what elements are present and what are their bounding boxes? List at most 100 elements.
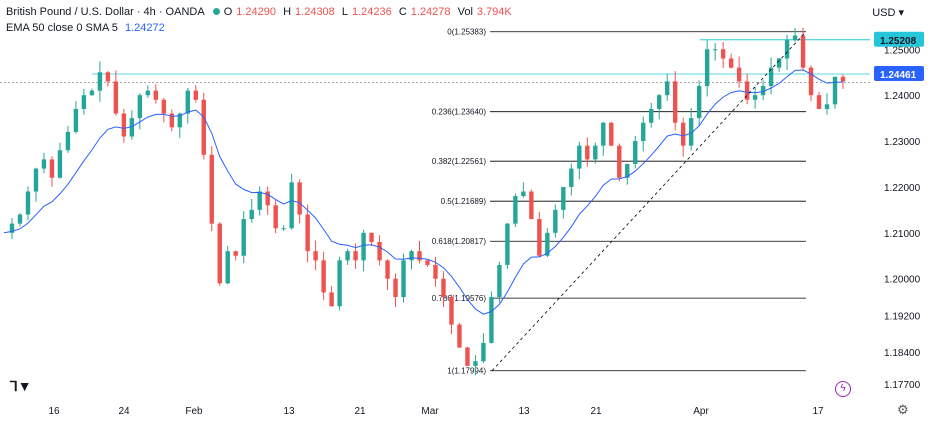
candle-body	[816, 95, 822, 109]
candle-body	[593, 145, 598, 160]
candle-body	[641, 122, 646, 142]
candle-body	[289, 182, 294, 229]
time-tick-label: Mar	[421, 406, 439, 417]
price-tick-label: 1.24000	[884, 91, 921, 102]
candle-body	[489, 297, 494, 343]
high-value: 1.24308	[295, 6, 335, 18]
candle-body	[617, 145, 622, 178]
candle-body	[696, 86, 702, 119]
currency-label: USD	[872, 7, 896, 19]
gear-icon[interactable]: ⚙	[897, 402, 909, 417]
indicator-legend[interactable]: EMA 50 close 0 SMA 5 1.24272	[6, 22, 169, 34]
high-label: H	[283, 6, 292, 18]
candle-body	[497, 264, 502, 298]
open-label: O	[223, 6, 233, 18]
candle-body	[89, 90, 95, 96]
candle-body	[425, 260, 430, 265]
candle-body	[361, 232, 366, 261]
candle-body	[649, 108, 654, 123]
candle-body	[17, 214, 23, 224]
candle-body	[633, 141, 638, 164]
candle-body	[505, 223, 510, 265]
price-tick-label: 1.17700	[884, 380, 921, 391]
fib-trendline	[491, 31, 807, 372]
candle-body	[457, 324, 462, 348]
candle-body	[529, 191, 534, 220]
candle-body	[193, 90, 198, 100]
candle-body	[577, 145, 582, 169]
candle-body	[625, 164, 630, 178]
candle-body	[369, 232, 374, 242]
candle-body	[313, 251, 318, 261]
candle-body	[33, 168, 39, 192]
fib-level-label: 1(1.17994)	[447, 367, 486, 376]
candle-body	[249, 209, 254, 220]
candle-body	[265, 191, 270, 206]
candle-body	[521, 191, 526, 197]
candle-body	[57, 150, 63, 178]
candle-body	[657, 95, 662, 109]
candle-body	[712, 49, 718, 51]
low-value: 1.24236	[351, 6, 392, 18]
tradingview-logo-icon[interactable]: ⅂▼	[10, 378, 32, 394]
candle-body	[281, 228, 286, 230]
candle-body	[601, 122, 606, 146]
candle-body	[417, 251, 422, 261]
time-tick-label: 24	[118, 406, 130, 417]
candle-body	[465, 347, 470, 366]
candle-body	[768, 67, 774, 86]
candle-body	[329, 292, 334, 307]
candle-body	[145, 90, 151, 96]
candle-body	[81, 95, 87, 109]
candle-body	[225, 251, 230, 284]
candle-body	[297, 182, 302, 215]
candle-body	[137, 95, 143, 119]
indicator-label: EMA 50 close 0 SMA 5	[6, 22, 118, 34]
candle-body	[257, 191, 262, 210]
ema-line	[3, 69, 844, 315]
candle-body	[776, 58, 782, 68]
market-status-icon	[212, 8, 220, 15]
ema-50-line	[3, 69, 844, 315]
candle-body	[537, 219, 542, 256]
candle-body	[792, 35, 798, 41]
price-tick-label: 1.22000	[884, 183, 921, 194]
fib-level-label: 0.236(1.23640)	[432, 108, 487, 117]
candle-body	[808, 67, 814, 96]
candle-body	[73, 108, 79, 132]
candle-body	[585, 145, 590, 160]
symbol-legend: British Pound / U.S. Dollar · 4h · OANDA…	[6, 6, 516, 18]
time-tick-label: 13	[283, 406, 295, 417]
candle-body	[784, 40, 790, 59]
candle-body	[449, 297, 454, 325]
candle-body	[49, 159, 55, 178]
price-badge-label: 1.24461	[880, 70, 917, 81]
lightning-icon[interactable]: ϟ	[835, 381, 851, 397]
currency-dropdown[interactable]: USD ▾	[872, 7, 904, 19]
low-label: L	[341, 6, 348, 18]
candle-body	[673, 81, 678, 123]
candle-body	[337, 260, 342, 307]
candle-body	[321, 260, 326, 293]
fib-level-label: 0.786(1.19576)	[432, 294, 487, 303]
candle-body	[241, 219, 246, 256]
candle-body	[609, 122, 614, 146]
price-tick-label: 1.20000	[884, 275, 921, 286]
candle-body	[377, 242, 382, 261]
candle-body	[305, 214, 310, 252]
candle-body	[217, 223, 222, 284]
candle-body	[113, 81, 119, 114]
indicator-value: 1.24272	[124, 22, 165, 34]
candle-body	[680, 122, 686, 146]
time-tick-label: Apr	[693, 406, 709, 417]
candle-body	[569, 168, 574, 187]
price-badge	[874, 31, 924, 47]
price-axis[interactable]: 1.25000 1.24000 1.23000 1.22000 1.21000 1.200…	[874, 31, 924, 391]
candle-body	[665, 81, 670, 96]
candle-body	[9, 223, 15, 233]
time-axis[interactable]: 16 24 Feb 13 21 Mar 13 21 Apr 17	[48, 406, 824, 417]
time-tick-label: 21	[590, 406, 602, 417]
candle-body	[393, 278, 398, 298]
candle-body	[121, 113, 127, 137]
